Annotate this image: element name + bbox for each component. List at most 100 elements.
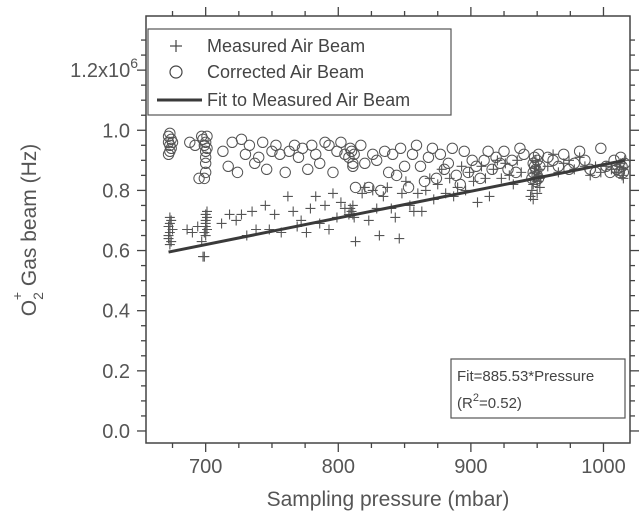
y-tick-label: 0.0	[102, 421, 130, 443]
measured-point	[236, 209, 247, 220]
measured-point	[187, 227, 198, 238]
corrected-point	[382, 166, 395, 179]
measured-point	[595, 167, 606, 178]
corrected-point	[386, 148, 399, 161]
x-tick-label: 700	[189, 456, 222, 478]
measured-point	[585, 170, 596, 181]
y-extra-base: 1.2x10	[70, 60, 130, 82]
measured-point	[251, 224, 262, 235]
measured-point	[347, 200, 358, 211]
annotation-fit-equation: Fit=885.53*Pressure	[457, 368, 594, 385]
measured-point	[282, 191, 293, 202]
measured-point	[504, 170, 515, 181]
corrected-point	[327, 166, 339, 179]
y-tick-label-1.2e6: 1.2x106	[70, 55, 138, 82]
measured-point	[618, 173, 629, 184]
fit-line-layer	[168, 158, 625, 254]
measured-point	[488, 164, 499, 175]
measured-point	[260, 200, 271, 211]
corrected-point	[482, 145, 494, 158]
measured-point	[247, 206, 258, 217]
measured-point	[548, 149, 559, 160]
corrected-point	[198, 172, 211, 185]
measured-point	[436, 164, 447, 175]
measured-point	[484, 191, 495, 202]
corrected-point	[164, 127, 176, 139]
corrected-point	[347, 160, 359, 173]
measured-point	[528, 194, 539, 205]
corrected-point	[394, 142, 407, 155]
measured-point	[452, 182, 463, 193]
corrected-point	[466, 154, 478, 167]
x-tick-label: 800	[322, 456, 355, 478]
corrected-point	[347, 157, 359, 170]
measured-point	[480, 173, 491, 184]
annotation-box	[450, 358, 626, 419]
measured-point	[378, 191, 389, 202]
y-tick-label: 0.4	[102, 301, 130, 323]
corrected-point	[256, 136, 269, 148]
measured-point	[382, 182, 393, 193]
corrected-point	[434, 148, 447, 161]
measured-point	[472, 197, 483, 208]
measured-point	[468, 176, 479, 187]
corrected-point	[323, 139, 335, 152]
corrected-point	[335, 136, 347, 148]
measured-point	[320, 200, 331, 211]
corrected-point	[199, 151, 212, 164]
corrected-point	[319, 136, 331, 148]
legend-label-corrected: Corrected Air Beam	[207, 62, 364, 82]
measured-point	[396, 188, 407, 199]
measured-point	[416, 206, 427, 217]
measured-point	[224, 209, 235, 220]
measured-point	[464, 167, 475, 178]
measured-point	[558, 158, 569, 169]
measured-point	[359, 182, 370, 193]
corrected-point	[201, 142, 213, 155]
corrected-point	[390, 169, 403, 182]
legend-label-measured: Measured Air Beam	[207, 36, 365, 56]
corrected-point	[165, 142, 177, 155]
measured-point	[534, 182, 545, 193]
corrected-point	[253, 151, 265, 164]
measured-point	[533, 164, 544, 175]
y-tick-label: 0.6	[102, 241, 130, 263]
x-tick-label: 1000	[581, 456, 626, 478]
measured-point	[512, 155, 523, 166]
corrected-point	[314, 157, 326, 170]
measured-point	[390, 212, 401, 223]
corrected-point	[166, 136, 179, 148]
measured-point	[305, 203, 316, 214]
corrected-point	[595, 142, 607, 155]
measured-point	[400, 176, 411, 187]
measured-point	[199, 227, 210, 238]
x-axis-title: Sampling pressure (mbar)	[267, 488, 510, 511]
y-tick-label: 0.2	[102, 361, 130, 383]
measured-point	[231, 215, 242, 226]
corrected-point	[402, 181, 415, 194]
measured-point	[516, 167, 527, 178]
y-extra-exponent: 6	[130, 55, 138, 71]
corrected-point	[217, 145, 229, 158]
y-tick-label: 1.0	[102, 120, 130, 142]
measured-point	[564, 155, 575, 166]
measured-point	[335, 197, 346, 208]
measured-point	[363, 215, 374, 226]
y-title-rest: Gas beam (Hz)	[18, 144, 41, 292]
corrected-point	[260, 163, 273, 176]
corrected-point	[410, 139, 423, 152]
measured-point	[530, 155, 541, 166]
measured-point	[367, 185, 378, 196]
corrected-point	[454, 178, 466, 191]
measured-point	[542, 161, 553, 172]
measured-point	[424, 173, 435, 184]
measured-point	[199, 251, 210, 262]
corrected-point	[345, 145, 358, 158]
measured-point	[500, 158, 511, 169]
corrected-point	[235, 133, 248, 145]
corrected-point	[279, 166, 291, 179]
measured-point	[476, 161, 487, 172]
x-axis-ticks: 700 800 900 1000	[171, 7, 626, 478]
measured-point	[432, 179, 443, 190]
corrected-point	[189, 139, 201, 152]
